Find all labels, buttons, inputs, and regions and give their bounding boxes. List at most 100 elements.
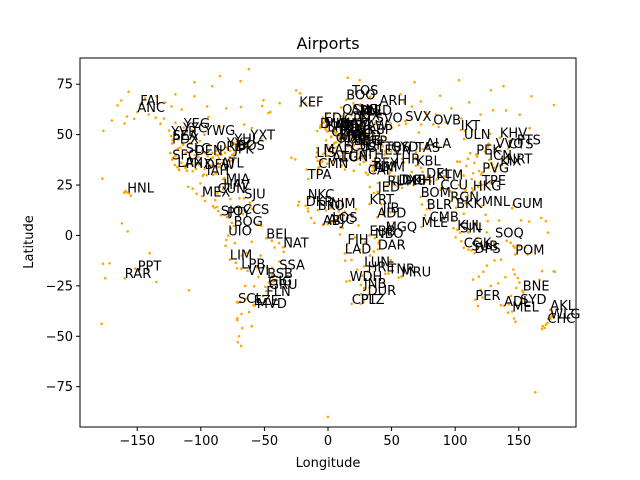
airport-label-sub: SUB <box>472 239 499 254</box>
airport-point <box>193 95 196 98</box>
airport-point <box>103 276 107 280</box>
airport-point <box>387 172 391 176</box>
airport-point <box>512 203 515 207</box>
airport-point <box>544 323 547 327</box>
airport-point <box>485 264 489 268</box>
airport-point <box>377 138 381 142</box>
airport-point <box>479 113 482 116</box>
airport-point <box>530 250 533 254</box>
airport-point <box>519 302 522 306</box>
airport-point <box>404 119 407 123</box>
airport-point <box>185 169 189 172</box>
airport-label-ams: AMS <box>334 119 362 134</box>
airport-label-mia: MIA <box>226 172 250 187</box>
airport-point <box>306 197 310 201</box>
airport-point <box>342 122 346 125</box>
airport-point <box>221 187 225 191</box>
airport-point <box>403 101 406 104</box>
airport-point <box>101 262 105 266</box>
airport-point <box>474 222 478 225</box>
airport-point <box>218 125 222 128</box>
airport-point <box>502 84 505 88</box>
airport-point <box>549 308 552 312</box>
airport-label-sfo: SFO <box>172 149 198 164</box>
airport-point <box>372 250 376 253</box>
airport-point <box>349 108 353 111</box>
airport-label-iah: IAH <box>207 164 230 179</box>
airport-point <box>478 181 482 185</box>
airport-point <box>471 189 475 192</box>
airport-point <box>247 67 251 71</box>
airport-point <box>349 152 353 155</box>
airport-point <box>505 239 509 242</box>
airport-label-otp: OTP <box>361 135 387 150</box>
airport-point <box>230 221 234 225</box>
airport-point <box>129 194 133 197</box>
airport-point <box>423 214 427 217</box>
airport-label-ktm: KTM <box>437 169 464 184</box>
airport-point <box>228 149 232 153</box>
airport-point <box>358 78 362 82</box>
y-tick-label: −75 <box>46 380 73 395</box>
airport-point <box>384 230 387 233</box>
airport-label-ord: ORD <box>216 140 245 155</box>
airport-point <box>400 186 404 190</box>
airport-label-wlg: WLG <box>550 308 580 323</box>
airport-point <box>335 130 338 134</box>
x-tick-label: 100 <box>443 434 468 449</box>
airport-point <box>428 220 431 223</box>
airport-point <box>546 321 549 325</box>
airport-label-ruh: RUH <box>387 175 415 190</box>
airport-point <box>452 226 455 230</box>
airport-point <box>552 103 556 107</box>
airport-label-bne: BNE <box>523 280 550 295</box>
airport-point <box>527 220 531 223</box>
airport-point <box>506 147 510 150</box>
airport-point <box>345 158 349 162</box>
airport-point <box>339 126 343 129</box>
airport-point <box>181 131 185 134</box>
airport-point <box>550 315 553 319</box>
airport-label-ath: ATH <box>358 148 384 163</box>
airport-label-man: MAN <box>325 117 355 132</box>
x-tick-label: −100 <box>183 434 219 449</box>
airport-point <box>346 242 349 246</box>
airport-point <box>348 279 352 283</box>
airport-label-beg: BEG <box>354 134 381 149</box>
airport-point <box>307 177 310 181</box>
airport-point <box>490 161 493 165</box>
airport-point <box>203 151 207 155</box>
airport-point <box>228 183 231 187</box>
airport-point <box>238 197 241 200</box>
airport-point <box>324 209 328 212</box>
airport-point <box>470 187 474 190</box>
airport-point <box>337 209 341 213</box>
airport-point <box>275 275 279 278</box>
airport-label-bud: BUD <box>353 129 381 144</box>
airport-label-lis: LIS <box>316 146 335 161</box>
airport-label-mvd: MVD <box>257 297 287 312</box>
airport-point <box>510 310 514 313</box>
airport-label-nbo: NBO <box>375 227 404 242</box>
airport-point <box>492 166 496 169</box>
airport-label-svx: SVX <box>405 110 431 125</box>
airport-point <box>364 159 368 163</box>
airport-point <box>316 208 320 212</box>
airport-point <box>349 113 353 117</box>
airport-point <box>147 113 150 116</box>
airport-point <box>479 288 482 292</box>
airport-point <box>467 248 470 251</box>
airport-point <box>421 147 425 151</box>
airport-point <box>200 149 204 153</box>
airport-point <box>251 207 254 211</box>
airport-label-tll: TLL <box>359 105 383 120</box>
airport-point <box>116 104 119 107</box>
airport-point <box>355 152 359 156</box>
airport-point <box>340 118 343 121</box>
airport-point <box>459 240 463 243</box>
airport-label-tlv: TLV <box>371 160 395 175</box>
airport-point <box>499 303 503 307</box>
airport-label-lim: LIM <box>230 249 252 264</box>
airport-point <box>350 216 354 219</box>
airport-point <box>495 164 499 168</box>
